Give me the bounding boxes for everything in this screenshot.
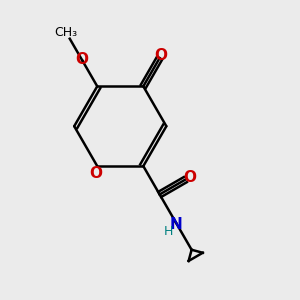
Text: CH₃: CH₃ [55, 26, 78, 39]
Text: O: O [75, 52, 88, 67]
Text: O: O [154, 48, 168, 63]
Text: H: H [164, 225, 173, 238]
Text: O: O [89, 166, 102, 181]
Text: N: N [169, 217, 182, 232]
Text: O: O [183, 170, 196, 185]
